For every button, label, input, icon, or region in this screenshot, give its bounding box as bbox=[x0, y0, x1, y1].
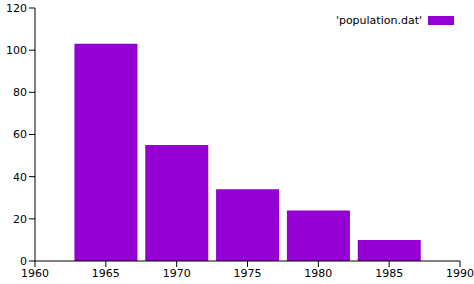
svg-text:1960: 1960 bbox=[21, 267, 49, 280]
svg-text:1985: 1985 bbox=[375, 267, 403, 280]
svg-text:1965: 1965 bbox=[92, 267, 120, 280]
html-text:'population.dat': 'population.dat' bbox=[335, 14, 422, 27]
svg-text:0: 0 bbox=[20, 255, 27, 268]
svg-text:100: 100 bbox=[8, 44, 27, 57]
svg-text:120: 120 bbox=[8, 2, 27, 15]
svg-text:20: 20 bbox=[13, 213, 27, 226]
svg-text:40: 40 bbox=[13, 171, 27, 184]
svg-text:80: 80 bbox=[13, 86, 27, 99]
svg-text:60: 60 bbox=[13, 128, 27, 141]
svg-text:1975: 1975 bbox=[234, 267, 262, 280]
svg-text:1990: 1990 bbox=[446, 267, 466, 280]
svg-text:1970: 1970 bbox=[163, 267, 191, 280]
svg-text:1980: 1980 bbox=[304, 267, 332, 280]
